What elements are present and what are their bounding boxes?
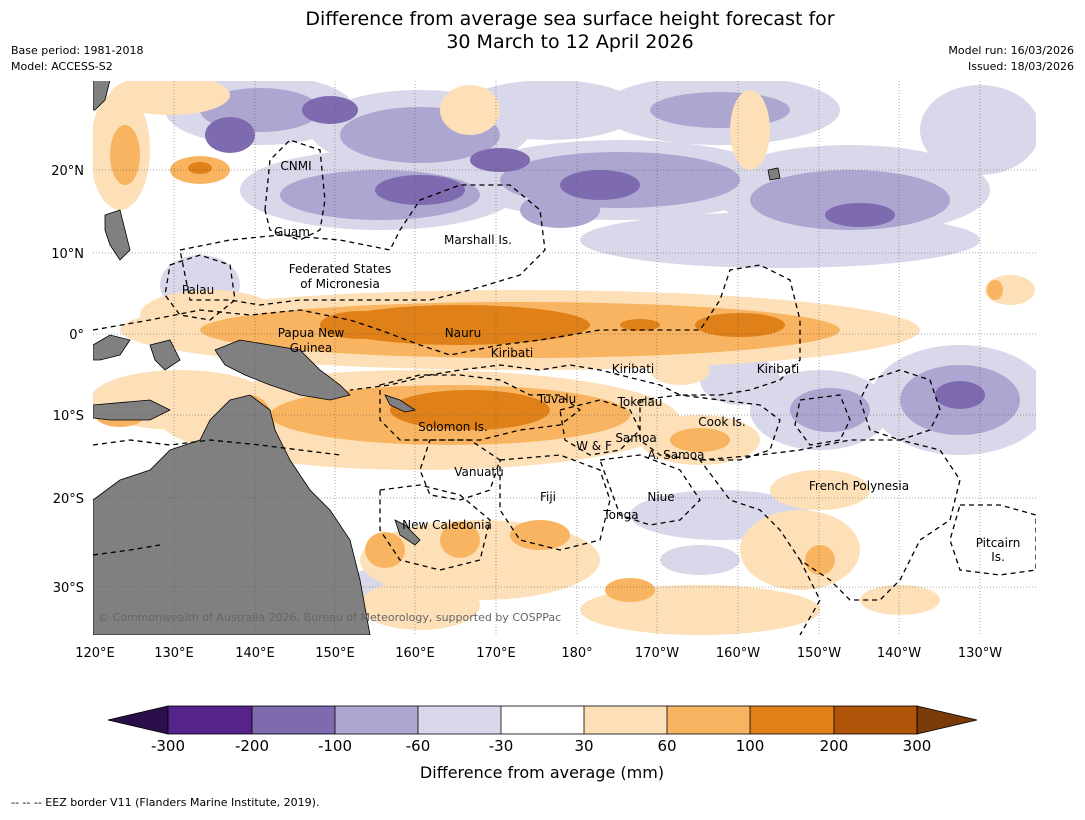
colorbar-above-arrow [916, 705, 978, 735]
label-solomon-is: Solomon Is. [418, 420, 488, 434]
colorbar: -300 -200 -100 -60 -30 30 60 100 200 300… [107, 705, 978, 782]
label-french-polynesia: French Polynesia [809, 479, 909, 493]
colorbar-tick-6: 60 [657, 737, 676, 755]
label-guam: Guam [274, 225, 310, 239]
title-line-2: 30 March to 12 April 2026 [446, 31, 694, 53]
lat-label-0: 0° [69, 328, 84, 343]
label-american-samoa: A. Samoa [648, 448, 705, 462]
colorbar-swatch-1 [168, 706, 252, 734]
lon-label-150e: 150°E [315, 646, 355, 661]
label-tonga: Tonga [602, 508, 638, 522]
meta-right: Model run: 16/03/2026 Issued: 18/03/2026 [948, 43, 1074, 75]
label-kiribati-east: Kiribati [757, 362, 799, 376]
colorbar-tick-0: -300 [151, 737, 185, 755]
label-vanuatu: Vanuatu [454, 465, 504, 479]
label-tuvalu: Tuvalu [537, 392, 577, 406]
latitude-labels: 20°N 10°N 0° 10°S 20°S 30°S [51, 164, 84, 596]
label-niue: Niue [647, 490, 674, 504]
model-name: Model: ACCESS-S2 [11, 60, 113, 73]
colorbar-tick-1: -200 [235, 737, 269, 755]
gridlines [93, 81, 1036, 635]
colorbar-swatch-2 [252, 706, 335, 734]
eez-footnote: -- -- -- EEZ border V11 (Flanders Marine… [11, 796, 320, 809]
lat-label-10s: 10°S [53, 409, 84, 424]
colorbar-tick-7: 100 [736, 737, 765, 755]
lon-label-140e: 140°E [235, 646, 275, 661]
meta-left: Base period: 1981-2018 Model: ACCESS-S2 [11, 43, 143, 75]
lon-label-160w: 160°W [716, 646, 760, 661]
label-nauru: Nauru [445, 326, 481, 340]
region-labels: CNMI Guam Marshall Is. Federated States … [182, 159, 1020, 564]
lon-label-180: 180° [561, 646, 592, 661]
label-fsm-line1: Federated States [289, 262, 391, 276]
colorbar-swatch-8 [750, 706, 834, 734]
base-period: Base period: 1981-2018 [11, 44, 144, 57]
lat-label-20s: 20°S [53, 492, 84, 507]
label-kiribati-central: Kiribati [612, 362, 654, 376]
colorbar-below-arrow [107, 705, 169, 735]
colorbar-tick-4: -30 [489, 737, 514, 755]
lon-label-120e: 120°E [75, 646, 115, 661]
colorbar-swatch-9 [834, 706, 917, 734]
colorbar-tick-2: -100 [318, 737, 352, 755]
colorbar-tick-8: 200 [820, 737, 849, 755]
label-png-line2: Guinea [290, 341, 333, 355]
colorbar-outline [167, 705, 918, 735]
lon-label-170w: 170°W [635, 646, 679, 661]
label-fiji: Fiji [540, 490, 556, 504]
lat-label-30s: 30°S [53, 581, 84, 596]
label-wallis-futuna: W & F [576, 439, 612, 453]
colorbar-label: Difference from average (mm) [420, 763, 664, 782]
issued-date: Issued: 18/03/2026 [967, 60, 1074, 73]
eez-borders [93, 139, 1036, 635]
label-png-line1: Papua New [278, 326, 345, 340]
lat-label-10n: 10°N [51, 247, 84, 262]
model-run: Model run: 16/03/2026 [948, 44, 1074, 57]
colorbar-swatch-6 [584, 706, 667, 734]
sea-level-anomaly-field [93, 81, 1036, 635]
colorbar-tick-3: -60 [406, 737, 431, 755]
colorbar-swatch-5 [501, 706, 584, 734]
lat-label-20n: 20°N [51, 164, 84, 179]
label-pitcairn-line2: Is. [991, 550, 1005, 564]
label-cnmi: CNMI [280, 159, 311, 173]
title-line-1: Difference from average sea surface heig… [305, 8, 835, 30]
colorbar-tick-5: 30 [574, 737, 593, 755]
longitude-labels: 120°E 130°E 140°E 150°E 160°E 170°E 180°… [75, 646, 1002, 661]
lon-label-130e: 130°E [154, 646, 194, 661]
lon-label-160e: 160°E [395, 646, 435, 661]
colorbar-swatch-7 [667, 706, 750, 734]
colorbar-swatch-4 [418, 706, 501, 734]
colorbar-swatch-3 [335, 706, 418, 734]
label-samoa: Samoa [615, 431, 656, 445]
copyright-notice: © Commonwealth of Australia 2026, Bureau… [98, 611, 561, 624]
colorbar-tick-9: 300 [903, 737, 932, 755]
label-tokelau: Tokelau [617, 395, 663, 409]
label-cook-is: Cook Is. [698, 415, 745, 429]
label-marshall-is: Marshall Is. [444, 233, 512, 247]
label-pitcairn-line1: Pitcairn [976, 536, 1021, 550]
label-fsm-line2: of Micronesia [300, 277, 380, 291]
lon-label-140w: 140°W [877, 646, 921, 661]
label-palau: Palau [182, 283, 214, 297]
label-kiribati-west: Kiribati [491, 346, 533, 360]
chart-title: Difference from average sea surface heig… [0, 8, 1085, 54]
label-new-caledonia: New Caledonia [402, 518, 492, 532]
lon-label-150w: 150°W [797, 646, 841, 661]
lon-label-130w: 130°W [958, 646, 1002, 661]
lon-label-170e: 170°E [476, 646, 516, 661]
